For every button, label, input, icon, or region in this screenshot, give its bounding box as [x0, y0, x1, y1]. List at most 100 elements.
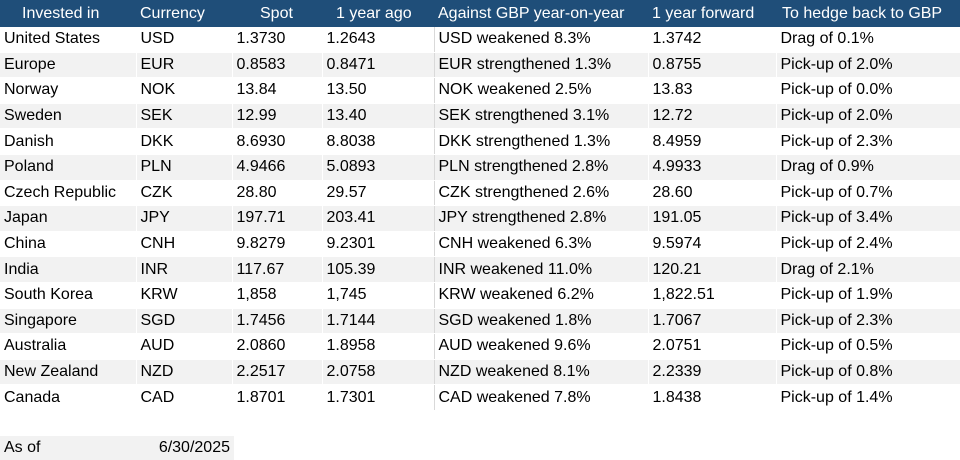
year-ago-cell: 5.0893 — [322, 154, 435, 181]
forward-cell: 1.8438 — [648, 384, 777, 411]
hedge-cell: Drag of 0.1% — [776, 27, 960, 53]
hedge-cell: Drag of 2.1% — [776, 256, 960, 283]
currency-cell: NZD — [136, 359, 233, 386]
table-row: Japan JPY 197.71 203.41 JPY strengthened 2.8… — [0, 205, 960, 232]
against-gbp-cell: KRW weakened 6.2% — [434, 282, 649, 309]
header-currency: Currency — [136, 0, 232, 27]
hedge-cell: Drag of 0.9% — [776, 154, 960, 181]
currency-cell: KRW — [136, 282, 233, 309]
year-ago-cell: 29.57 — [322, 180, 435, 207]
forward-cell: 1.3742 — [648, 27, 777, 53]
table-row: Czech Republic CZK 28.80 29.57 CZK strengthe… — [0, 180, 960, 207]
invested-in-cell: Singapore — [0, 308, 137, 335]
against-gbp-cell: SEK strengthened 3.1% — [434, 103, 649, 130]
invested-in-cell: Australia — [0, 333, 137, 360]
spot-cell: 13.84 — [232, 77, 323, 104]
table-row: New Zealand NZD 2.2517 2.0758 NZD weakened 8… — [0, 359, 960, 386]
hedge-cell: Pick-up of 2.0% — [776, 52, 960, 79]
header-invested-in: Invested in — [0, 0, 136, 27]
currency-cell: PLN — [136, 154, 233, 181]
forward-cell: 9.5974 — [648, 231, 777, 258]
year-ago-cell: 203.41 — [322, 205, 435, 232]
against-gbp-cell: PLN strengthened 2.8% — [434, 154, 649, 181]
invested-in-cell: Canada — [0, 384, 137, 411]
table-body: United States USD 1.3730 1.2643 USD weakened… — [0, 27, 960, 411]
table-header-row: Invested in Currency Spot 1 year ago Aga… — [0, 0, 960, 27]
table-row: Australia AUD 2.0860 1.8958 AUD weakened 9.6… — [0, 333, 960, 360]
hedge-cell: Pick-up of 0.5% — [776, 333, 960, 360]
currency-cell: CAD — [136, 384, 233, 411]
against-gbp-cell: INR weakened 11.0% — [434, 256, 649, 283]
currency-cell: USD — [136, 27, 233, 53]
spot-cell: 1.7456 — [232, 308, 323, 335]
invested-in-cell: Sweden — [0, 103, 137, 130]
hedge-cell: Pick-up of 0.0% — [776, 77, 960, 104]
forward-cell: 1,822.51 — [648, 282, 777, 309]
year-ago-cell: 2.0758 — [322, 359, 435, 386]
invested-in-cell: Poland — [0, 154, 137, 181]
currency-cell: SEK — [136, 103, 233, 130]
hedge-cell: Pick-up of 2.4% — [776, 231, 960, 258]
table-row: United States USD 1.3730 1.2643 USD weakened… — [0, 27, 960, 53]
header-1-year-forward: 1 year forward — [648, 0, 776, 27]
currency-cell: NOK — [136, 77, 233, 104]
table-row: Europe EUR 0.8583 0.8471 EUR strengthened 1.… — [0, 52, 960, 79]
against-gbp-cell: NZD weakened 8.1% — [434, 359, 649, 386]
hedge-cell: Pick-up of 0.8% — [776, 359, 960, 386]
invested-in-cell: Europe — [0, 52, 137, 79]
table-row: China CNH 9.8279 9.2301 CNH weakened 6.3% 9.5… — [0, 231, 960, 258]
table-row: Poland PLN 4.9466 5.0893 PLN strengthened 2.… — [0, 154, 960, 181]
forward-cell: 13.83 — [648, 77, 777, 104]
year-ago-cell: 1.8958 — [322, 333, 435, 360]
forward-cell: 12.72 — [648, 103, 777, 130]
spot-cell: 1.8701 — [232, 384, 323, 411]
spot-cell: 197.71 — [232, 205, 323, 232]
hedge-cell: Pick-up of 2.3% — [776, 128, 960, 155]
table-row: Sweden SEK 12.99 13.40 SEK strengthened 3.1%… — [0, 103, 960, 130]
spot-cell: 28.80 — [232, 180, 323, 207]
year-ago-cell: 1,745 — [322, 282, 435, 309]
forward-cell: 1.7067 — [648, 308, 777, 335]
header-against-gbp: Against GBP year-on-year — [434, 0, 648, 27]
invested-in-cell: India — [0, 256, 137, 283]
spot-cell: 0.8583 — [232, 52, 323, 79]
currency-cell: DKK — [136, 128, 233, 155]
header-1-year-ago: 1 year ago — [322, 0, 434, 27]
hedge-cell: Pick-up of 2.3% — [776, 308, 960, 335]
spot-cell: 1,858 — [232, 282, 323, 309]
against-gbp-cell: JPY strengthened 2.8% — [434, 205, 649, 232]
year-ago-cell: 0.8471 — [322, 52, 435, 79]
year-ago-cell: 13.50 — [322, 77, 435, 104]
currency-table: Invested in Currency Spot 1 year ago Aga… — [0, 0, 960, 411]
forward-cell: 0.8755 — [648, 52, 777, 79]
hedge-cell: Pick-up of 2.0% — [776, 103, 960, 130]
invested-in-cell: Danish — [0, 128, 137, 155]
invested-in-cell: China — [0, 231, 137, 258]
invested-in-cell: South Korea — [0, 282, 137, 309]
forward-cell: 2.0751 — [648, 333, 777, 360]
invested-in-cell: Czech Republic — [0, 180, 137, 207]
spot-cell: 2.0860 — [232, 333, 323, 360]
header-hedge-back: To hedge back to GBP — [776, 0, 960, 27]
against-gbp-cell: EUR strengthened 1.3% — [434, 52, 649, 79]
as-of-label: As of — [4, 439, 41, 456]
invested-in-cell: United States — [0, 27, 137, 53]
as-of-date: 6/30/2025 — [158, 439, 230, 456]
against-gbp-cell: AUD weakened 9.6% — [434, 333, 649, 360]
against-gbp-cell: SGD weakened 1.8% — [434, 308, 649, 335]
table-row: Norway NOK 13.84 13.50 NOK weakened 2.5% 13.8… — [0, 77, 960, 104]
against-gbp-cell: DKK strengthened 1.3% — [434, 128, 649, 155]
spot-cell: 117.67 — [232, 256, 323, 283]
forward-cell: 191.05 — [648, 205, 777, 232]
table-row: Canada CAD 1.8701 1.7301 CAD weakened 7.8% 1.… — [0, 384, 960, 411]
forward-cell: 2.2339 — [648, 359, 777, 386]
as-of-box: As of 6/30/2025 — [0, 436, 234, 460]
year-ago-cell: 1.2643 — [322, 27, 435, 53]
against-gbp-cell: CNH weakened 6.3% — [434, 231, 649, 258]
spot-cell: 9.8279 — [232, 231, 323, 258]
against-gbp-cell: CZK strengthened 2.6% — [434, 180, 649, 207]
against-gbp-cell: USD weakened 8.3% — [434, 27, 649, 53]
forward-cell: 4.9933 — [648, 154, 777, 181]
table-row: Singapore SGD 1.7456 1.7144 SGD weakened 1.8… — [0, 308, 960, 335]
currency-cell: INR — [136, 256, 233, 283]
